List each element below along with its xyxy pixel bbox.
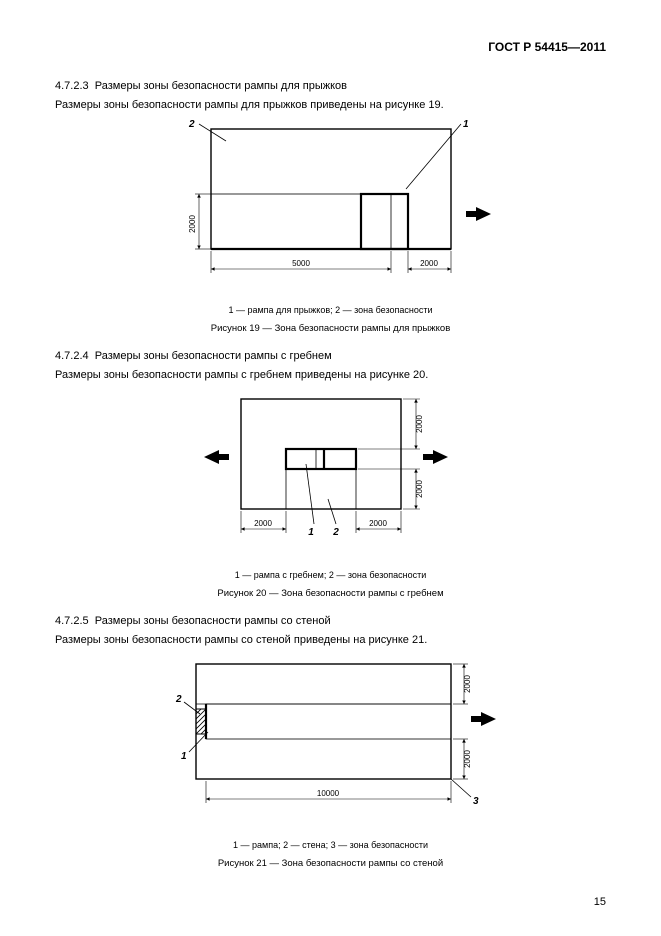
fig19-label-1: 1	[463, 119, 469, 130]
sec19-desc: Размеры зоны безопасности рампы для прыж…	[55, 97, 606, 114]
fig20-dim-left: 2000	[254, 519, 272, 528]
sec19-title: 4.7.2.3 Размеры зоны безопасности рампы …	[55, 78, 606, 95]
page-root: ГОСТ Р 54415—2011 4.7.2.3 Размеры зоны б…	[0, 0, 661, 936]
fig21-dim-top: 2000	[463, 675, 472, 693]
sec20-num: 4.7.2.4	[55, 350, 89, 362]
fig20-label-2: 2	[332, 527, 339, 538]
fig19-dim-2000v: 2000	[188, 215, 197, 233]
sec21-title: 4.7.2.5 Размеры зоны безопасности рампы …	[55, 613, 606, 630]
fig21-legend: 1 — рампа; 2 — стена; 3 — зона безопасно…	[55, 840, 606, 850]
fig19-legend: 1 — рампа для прыжков; 2 — зона безопасн…	[55, 305, 606, 315]
fig21-svg: 2 1 3 2000 2000 10000	[146, 654, 516, 834]
figure-20: 2000 2000 2000 2000 1 2	[55, 389, 606, 564]
fig20-svg: 2000 2000 2000 2000 1 2	[186, 389, 476, 564]
fig21-label-1: 1	[181, 751, 187, 762]
sec21-title-text: Размеры зоны безопасности рампы со стено…	[95, 615, 331, 627]
sec20-title-text: Размеры зоны безопасности рампы с гребне…	[95, 350, 332, 362]
fig20-dim-bot: 2000	[415, 480, 424, 498]
doc-header: ГОСТ Р 54415—2011	[55, 40, 606, 54]
fig20-label-1: 1	[308, 527, 314, 538]
fig21-label-3: 3	[473, 796, 479, 807]
fig21-label-2: 2	[175, 694, 182, 705]
fig20-legend: 1 — рампа с гребнем; 2 — зона безопаснос…	[55, 570, 606, 580]
fig19-label-2: 2	[188, 119, 195, 130]
fig20-caption: Рисунок 20 — Зона безопасности рампы с г…	[55, 588, 606, 599]
sec21-desc: Размеры зоны безопасности рампы со стено…	[55, 632, 606, 649]
sec21-num: 4.7.2.5	[55, 615, 89, 627]
fig21-caption: Рисунок 21 — Зона безопасности рампы со …	[55, 858, 606, 869]
figure-19: 2 1 2000 5000 2000	[55, 119, 606, 299]
page-number: 15	[594, 896, 606, 908]
sec19-num: 4.7.2.3	[55, 80, 89, 92]
fig19-caption: Рисунок 19 — Зона безопасности рампы для…	[55, 323, 606, 334]
fig19-dim-2000h: 2000	[420, 259, 438, 268]
figure-21: 2 1 3 2000 2000 10000	[55, 654, 606, 834]
fig19-svg: 2 1 2000 5000 2000	[151, 119, 511, 299]
fig21-dim-bot: 2000	[463, 750, 472, 768]
sec20-title: 4.7.2.4 Размеры зоны безопасности рампы …	[55, 348, 606, 365]
fig20-dim-top: 2000	[415, 415, 424, 433]
fig19-dim-5000: 5000	[292, 259, 310, 268]
fig20-dim-right: 2000	[369, 519, 387, 528]
sec19-title-text: Размеры зоны безопасности рампы для прыж…	[95, 80, 347, 92]
fig21-dim-10000: 10000	[316, 789, 339, 798]
sec20-desc: Размеры зоны безопасности рампы с гребне…	[55, 367, 606, 384]
